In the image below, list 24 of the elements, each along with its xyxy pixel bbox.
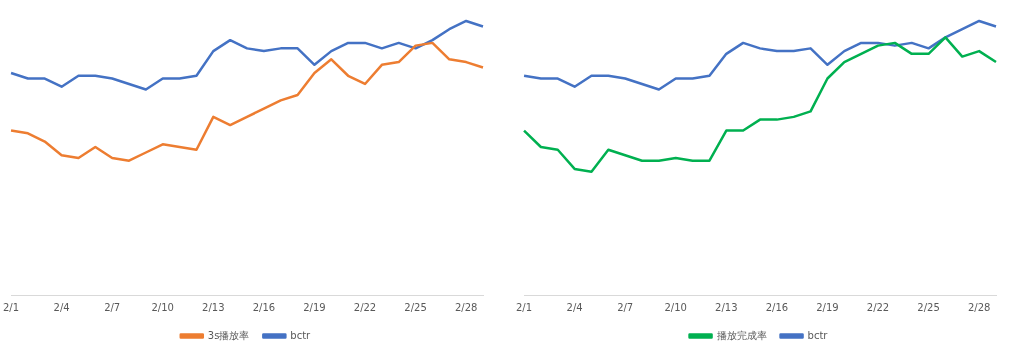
x-tick-label: 2/16 — [252, 301, 276, 313]
x-tick-label: 2/22 — [353, 301, 377, 313]
x-tick-label: 2/22 — [866, 301, 890, 313]
x-tick-label: 2/28 — [454, 301, 478, 313]
x-tick-label: 2/19 — [303, 301, 326, 313]
x-tick-label: 2/16 — [765, 301, 789, 313]
x-tick-label: 2/4 — [53, 301, 70, 313]
x-tick-label: 2/28 — [967, 301, 991, 313]
x-tick-label: 2/4 — [566, 301, 583, 313]
x-tick-label: 2/7 — [617, 301, 634, 313]
x-tick-label: 2/10 — [151, 301, 174, 313]
legend-label: bctr — [290, 329, 312, 341]
x-tick-label: 2/25 — [404, 301, 427, 313]
x-tick-label: 2/13 — [715, 301, 738, 313]
x-tick-label: 2/1 — [516, 301, 533, 313]
x-tick-label: 2/25 — [917, 301, 940, 313]
legend-label: 3s播放率 — [207, 329, 250, 341]
x-tick-label: 2/7 — [104, 301, 121, 313]
x-tick-label: 2/13 — [202, 301, 225, 313]
x-tick-label: 2/10 — [664, 301, 687, 313]
legend-label: bctr — [807, 329, 829, 341]
x-tick-label: 2/1 — [3, 301, 20, 313]
x-tick-label: 2/19 — [816, 301, 839, 313]
legend-label: 播放完成率 — [716, 329, 767, 341]
